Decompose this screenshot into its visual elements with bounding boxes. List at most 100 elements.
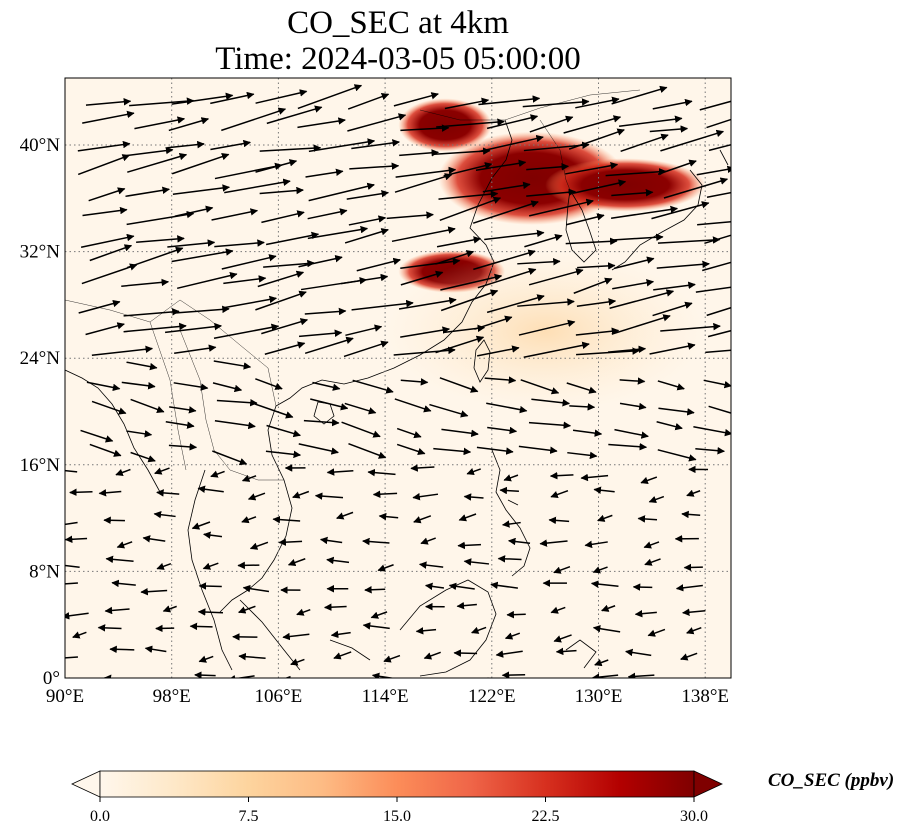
wind-vector <box>352 379 394 394</box>
wind-vector <box>699 100 731 111</box>
indochina-coast <box>187 405 293 671</box>
wind-vector <box>298 254 343 268</box>
wind-vector <box>436 236 482 248</box>
wind-vector <box>610 233 664 242</box>
wind-vector <box>396 443 426 456</box>
wind-vector <box>91 400 127 415</box>
lat-tick-label: 32°N <box>20 242 61 263</box>
wind-vector <box>695 446 725 455</box>
wind-vector <box>98 489 122 497</box>
wind-vector <box>263 259 315 268</box>
wind-vector <box>609 289 675 309</box>
wind-vector <box>625 648 652 657</box>
wind-vector <box>463 558 490 566</box>
wind-vector <box>563 115 622 134</box>
wind-vector <box>575 327 620 336</box>
wind-vector <box>495 650 523 658</box>
wind-vector <box>211 208 259 221</box>
wind-vector <box>165 421 195 429</box>
wind-vector <box>378 512 399 521</box>
colorbar: 0.0 7.5 15.0 22.5 30.0 <box>71 770 723 825</box>
map-frame <box>64 77 732 679</box>
wind-vector <box>539 539 568 547</box>
wind-vector <box>344 402 377 415</box>
wind-vector <box>194 671 216 678</box>
wind-vector <box>125 186 170 198</box>
wind-vector <box>346 190 389 200</box>
wind-vector <box>526 163 569 171</box>
wind-vector <box>453 649 478 657</box>
wind-vector <box>565 213 605 226</box>
wind-vector <box>255 290 307 311</box>
bay-of-bengal-coast <box>65 369 161 493</box>
wind-vector <box>548 516 570 525</box>
philippines <box>491 449 531 577</box>
lon-tick-label: 122°E <box>468 686 516 707</box>
wind-vector <box>566 382 597 394</box>
wind-vector <box>370 611 388 619</box>
wind-vector <box>386 211 434 220</box>
wind-vector <box>439 377 479 393</box>
lon-tick-label: 106°E <box>255 686 303 707</box>
wind-vector <box>173 305 230 314</box>
wind-vector <box>568 128 625 150</box>
lon-tick-label: 138°E <box>681 686 729 707</box>
wind-vector <box>105 555 134 564</box>
wind-vector <box>296 608 311 616</box>
wind-vector <box>383 654 401 663</box>
wind-vector <box>198 582 222 590</box>
wind-vector <box>632 583 653 591</box>
wind-vector <box>487 426 518 435</box>
wind-vector <box>705 349 731 354</box>
lon-tick-label: 130°E <box>575 686 623 707</box>
wind-vector <box>326 556 350 565</box>
wind-vector <box>399 149 439 157</box>
wind-vector <box>282 632 310 641</box>
wind-vector <box>89 443 122 457</box>
wind-vector <box>649 342 696 355</box>
wind-vector <box>657 159 697 175</box>
wind-vector <box>172 184 230 195</box>
wind-vector <box>266 424 301 438</box>
wind-vector <box>80 429 114 443</box>
wind-vector <box>528 421 572 430</box>
wind-vector <box>619 402 647 411</box>
wind-vector <box>590 580 619 588</box>
wind-vector <box>506 610 526 619</box>
wind-vector <box>224 295 277 309</box>
wind-vector <box>197 608 224 616</box>
wind-vector <box>518 445 558 454</box>
wind-vector-layer <box>65 84 731 678</box>
wind-vector <box>657 449 697 462</box>
wind-vector <box>531 398 571 407</box>
wind-vector <box>330 630 351 639</box>
wind-vector <box>307 225 369 240</box>
wind-vector <box>65 521 78 526</box>
wind-vector <box>486 402 528 414</box>
wind-vector <box>69 488 93 497</box>
wind-vector <box>520 379 560 395</box>
wind-vector <box>473 677 489 678</box>
wind-vector <box>351 139 400 150</box>
wind-vector <box>584 540 608 549</box>
border-layer <box>65 89 641 481</box>
wind-vector <box>308 138 376 153</box>
wind-vector <box>682 608 706 616</box>
wind-vector <box>356 257 401 272</box>
wind-vector <box>576 347 640 356</box>
wind-vector <box>433 447 472 456</box>
taiwan-island <box>473 339 491 383</box>
wind-vector <box>528 268 584 286</box>
wind-vector <box>466 468 481 476</box>
wind-vector <box>569 403 596 411</box>
wind-vector <box>508 537 531 546</box>
wind-vector <box>81 263 138 285</box>
wind-vector <box>290 658 305 666</box>
wind-vector <box>697 220 731 226</box>
korea-peninsula <box>565 188 597 263</box>
wind-vector <box>349 162 400 170</box>
wind-vector <box>444 97 490 110</box>
wind-vector <box>456 601 477 610</box>
wind-vector <box>97 624 122 632</box>
